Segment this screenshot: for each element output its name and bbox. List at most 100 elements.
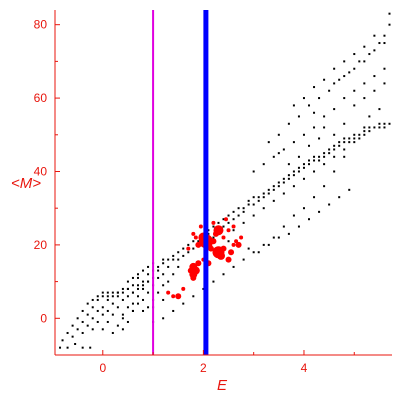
data-point — [302, 133, 305, 136]
data-point — [162, 273, 165, 276]
data-point — [101, 291, 104, 294]
data-point — [106, 309, 109, 312]
data-point — [313, 126, 316, 129]
data-point — [126, 306, 129, 309]
data-point — [136, 273, 139, 276]
data-point — [212, 236, 215, 239]
data-point — [297, 115, 300, 118]
data-point — [111, 295, 114, 298]
data-point — [106, 291, 109, 294]
data-point — [187, 251, 190, 254]
data-point — [282, 192, 285, 195]
data-point — [66, 331, 69, 334]
data-point — [227, 214, 230, 217]
data-point — [313, 111, 316, 114]
data-point — [363, 130, 366, 133]
data-point — [86, 302, 89, 305]
black-points-group — [59, 12, 391, 349]
data-point — [106, 295, 109, 298]
highlight-point — [171, 294, 176, 299]
highlight-point — [234, 239, 239, 244]
data-point — [187, 243, 190, 246]
data-point — [162, 258, 165, 261]
data-point — [383, 42, 386, 45]
data-point — [353, 89, 356, 92]
data-point — [368, 126, 371, 129]
data-point — [323, 126, 326, 129]
data-point — [287, 174, 290, 177]
data-point — [157, 269, 160, 272]
data-point — [333, 144, 336, 147]
data-point — [262, 163, 265, 166]
data-point — [147, 291, 150, 294]
data-point — [282, 225, 285, 228]
data-point — [353, 67, 356, 70]
data-point — [247, 247, 250, 250]
data-point — [157, 265, 160, 268]
data-point — [292, 174, 295, 177]
highlight-point — [216, 251, 225, 260]
data-point — [182, 302, 185, 305]
data-point — [106, 298, 109, 301]
data-point — [237, 207, 240, 210]
data-point — [348, 71, 351, 74]
data-point — [222, 225, 225, 228]
data-point — [348, 137, 351, 140]
y-tick-label: 20 — [34, 238, 48, 252]
data-point — [177, 258, 180, 261]
data-point — [373, 49, 376, 52]
highlight-point — [231, 224, 236, 229]
data-point — [277, 152, 280, 155]
data-point — [277, 181, 280, 184]
highlight-point — [226, 228, 231, 233]
data-point — [81, 346, 84, 349]
data-point — [333, 155, 336, 158]
data-point — [318, 159, 321, 162]
data-point — [378, 126, 381, 129]
data-point — [212, 225, 215, 228]
data-point — [287, 232, 290, 235]
data-point — [388, 23, 391, 26]
data-point — [121, 298, 124, 301]
data-point — [136, 302, 139, 305]
data-point — [373, 75, 376, 78]
x-tick-label: 4 — [301, 361, 308, 375]
data-point — [333, 133, 336, 136]
data-point — [172, 254, 175, 257]
data-point — [333, 170, 336, 173]
data-point — [232, 229, 235, 232]
data-point — [116, 291, 119, 294]
data-point — [157, 291, 160, 294]
data-point — [308, 104, 311, 107]
data-point — [242, 207, 245, 210]
data-point — [147, 280, 150, 283]
data-point — [121, 291, 124, 294]
data-point — [162, 262, 165, 265]
data-point — [287, 122, 290, 125]
data-point — [363, 126, 366, 129]
data-point — [272, 188, 275, 191]
highlight-point — [186, 246, 191, 251]
y-tick-label: 0 — [40, 311, 47, 325]
data-point — [167, 280, 170, 283]
data-point — [126, 320, 129, 323]
data-point — [101, 295, 104, 298]
data-point — [167, 265, 170, 268]
highlight-point — [225, 256, 232, 263]
data-point — [333, 82, 336, 85]
data-point — [116, 295, 119, 298]
y-tick-label: 80 — [34, 18, 48, 32]
y-tick-label: 40 — [34, 164, 48, 178]
data-point — [192, 240, 195, 243]
data-point — [302, 97, 305, 100]
data-point — [257, 196, 260, 199]
data-point — [388, 122, 391, 125]
highlight-point — [235, 241, 242, 248]
highlight-point — [190, 274, 197, 281]
data-point — [378, 108, 381, 111]
data-point — [272, 199, 275, 202]
data-point — [81, 320, 84, 323]
data-point — [76, 328, 79, 331]
data-point — [91, 317, 94, 320]
data-point — [333, 108, 336, 111]
